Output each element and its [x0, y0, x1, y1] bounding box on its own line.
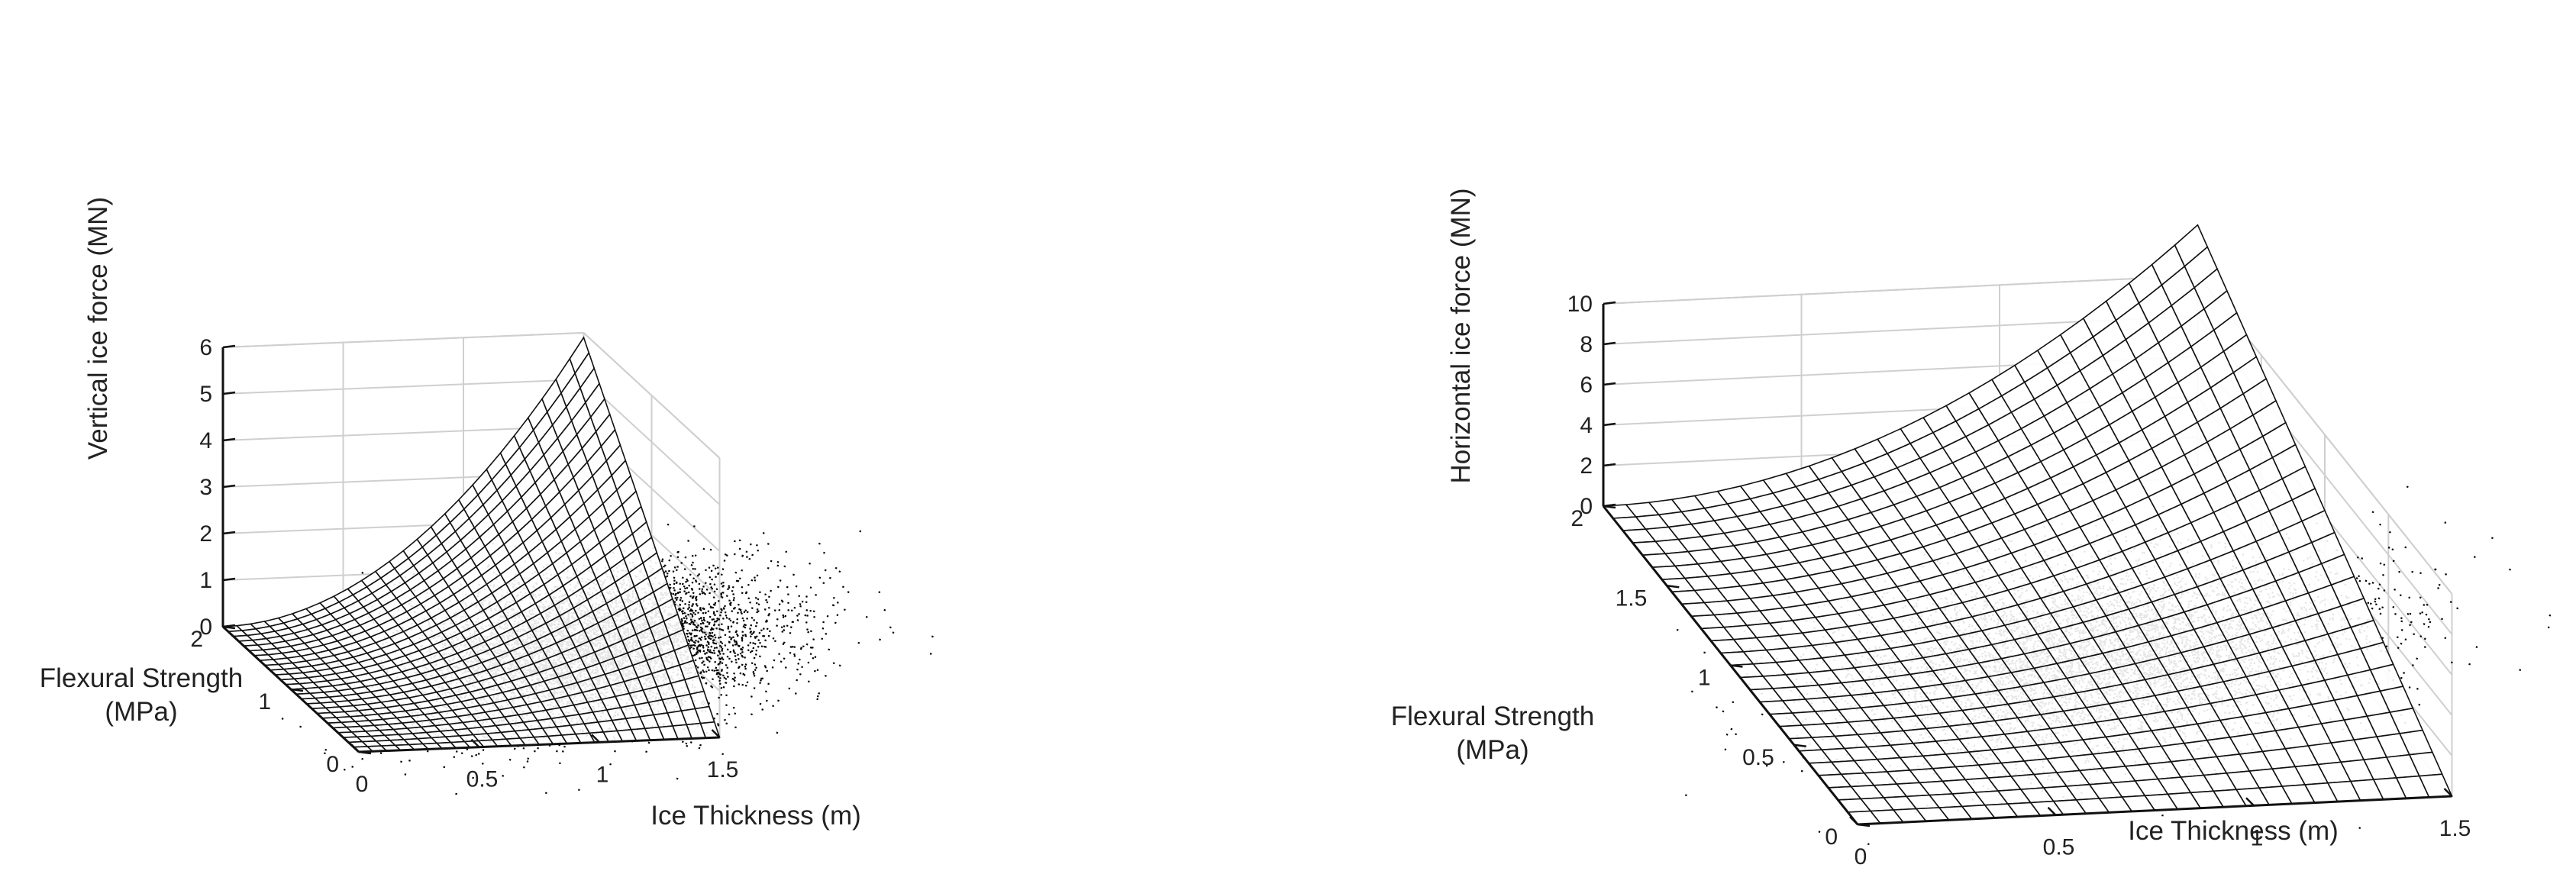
x-tick-mark: [711, 729, 721, 738]
y-tick-mark: [1603, 505, 1616, 509]
z-tick-label: 0: [199, 615, 212, 640]
x-tick-mark: [2245, 797, 2255, 807]
y-tick-label: 0.5: [1742, 745, 1774, 770]
grid-line: [222, 379, 584, 395]
z-tick-label: 2: [1580, 453, 1593, 479]
y-axis-label-line: (MPa): [1456, 735, 1528, 765]
surface-mesh: [221, 336, 721, 753]
y-tick-label: 1: [1698, 666, 1711, 691]
y-tick-label: 2: [190, 627, 203, 652]
z-tick-mark: [1603, 422, 1616, 427]
z-tick-label: 4: [1580, 413, 1593, 438]
y-axis-label: Flexural Strength (MPa): [1391, 702, 1595, 765]
z-tick-mark: [222, 437, 236, 442]
y-tick-mark: [1793, 744, 1806, 748]
z-tick-mark: [222, 577, 236, 582]
x-axis-label: Ice Thickness (m): [2128, 816, 2339, 846]
z-tick-label: 10: [1567, 292, 1593, 317]
surface-mesh: [1602, 224, 2453, 825]
z-tick-mark: [222, 484, 236, 489]
x-tick-mark: [470, 738, 480, 748]
x-tick-label: 1.5: [707, 757, 739, 782]
grid-line: [583, 379, 721, 505]
z-tick-mark: [1603, 463, 1616, 467]
z-tick-label: 6: [199, 335, 212, 360]
x-tick-label: 1: [2251, 825, 2264, 850]
box-edge: [1603, 275, 2198, 305]
x-tick-mark: [1849, 816, 1858, 825]
z-axis-label: Horizontal ice force (MN): [1446, 188, 1476, 483]
z-tick-mark: [222, 344, 236, 349]
x-tick-mark: [350, 744, 360, 753]
y-tick-mark: [1667, 585, 1680, 589]
z-tick-label: 2: [199, 521, 212, 547]
z-tick-label: 5: [199, 382, 212, 407]
x-axis-label: Ice Thickness (m): [650, 801, 861, 831]
z-tick-mark: [1603, 301, 1616, 305]
x-tick-label: 1: [596, 762, 609, 787]
box-edge: [222, 332, 584, 348]
x-tick-label: 1.5: [2439, 816, 2471, 841]
z-tick-label: 4: [199, 428, 212, 453]
x-tick-label: 0.5: [466, 767, 499, 792]
x-axis-line: [1857, 795, 2452, 826]
x-axis-line: [358, 736, 720, 753]
z-tick-label: 1: [199, 568, 212, 593]
z-axis-label: Vertical ice force (MN): [83, 197, 113, 460]
z-tick-mark: [1603, 341, 1616, 346]
z-tick-label: 0: [1580, 494, 1593, 519]
box-edge: [583, 332, 721, 459]
y-axis-label-line: (MPa): [105, 697, 177, 727]
y-tick-label: 2: [1570, 506, 1583, 531]
y-tick-mark: [1857, 823, 1871, 827]
z-tick-mark: [222, 531, 236, 535]
y-axis-label-line: Flexural Strength: [1391, 702, 1595, 731]
y-tick-mark: [358, 750, 372, 755]
z-tick-label: 3: [199, 475, 212, 500]
z-tick-label: 8: [1580, 332, 1593, 357]
x-tick-mark: [2443, 788, 2453, 797]
y-tick-mark: [222, 625, 236, 630]
y-tick-mark: [1730, 664, 1743, 668]
z-tick-mark: [1603, 382, 1616, 386]
z-tick-label: 6: [1580, 373, 1593, 398]
x-tick-label: 0: [1855, 844, 1867, 869]
y-tick-label: 0: [326, 752, 339, 777]
x-tick-label: 0.5: [2043, 835, 2075, 860]
y-tick-label: 1.5: [1616, 586, 1648, 611]
z-tick-mark: [222, 391, 236, 395]
x-tick-mark: [591, 734, 600, 744]
vertical-force-surface-chart: 0 1 2 3 4 5 6 0 0.5 1 1.5 0 1 2 Vertical ice force (MN…: [40, 197, 934, 831]
x-tick-label: 0: [356, 772, 369, 797]
y-tick-mark: [290, 688, 304, 692]
x-tick-mark: [2047, 806, 2057, 816]
y-axis-label-line: Flexural Strength: [40, 663, 244, 693]
y-axis-label: Flexural Strength (MPa): [40, 663, 244, 727]
y-tick-label: 1: [258, 689, 271, 715]
y-tick-label: 0: [1825, 824, 1838, 850]
